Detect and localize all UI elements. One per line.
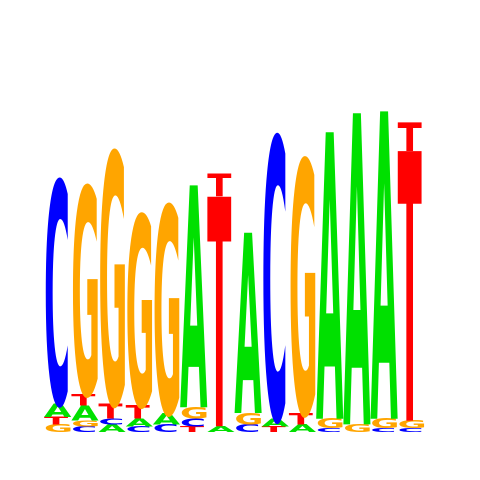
logo-letter-pos13-A-3: A bbox=[370, 27, 398, 480]
logo-letter-pos4-G-4: G bbox=[126, 164, 155, 467]
logo-letter-pos2-G-5: G bbox=[71, 130, 100, 461]
logo-letter-pos5-G-3: G bbox=[153, 149, 182, 480]
logo-letter-pos1-C-4: C bbox=[44, 123, 70, 477]
logo-letter-pos8-A-3: A bbox=[234, 183, 261, 471]
logo-letter-pos9-C-3: C bbox=[262, 61, 288, 480]
logo-letter-pos3-G-4: G bbox=[98, 84, 127, 480]
logo-letter-pos10-G-3: G bbox=[289, 94, 318, 480]
logo-letter-pos11-A-3: A bbox=[316, 54, 344, 480]
logo-letter-pos12-A-2: A bbox=[343, 30, 371, 480]
logo-letter-pos14-T-4: T bbox=[398, 114, 423, 160]
logo-letter-pos7-T-3: T bbox=[207, 167, 231, 203]
logo-letter-pos6-A-4: A bbox=[180, 126, 207, 480]
